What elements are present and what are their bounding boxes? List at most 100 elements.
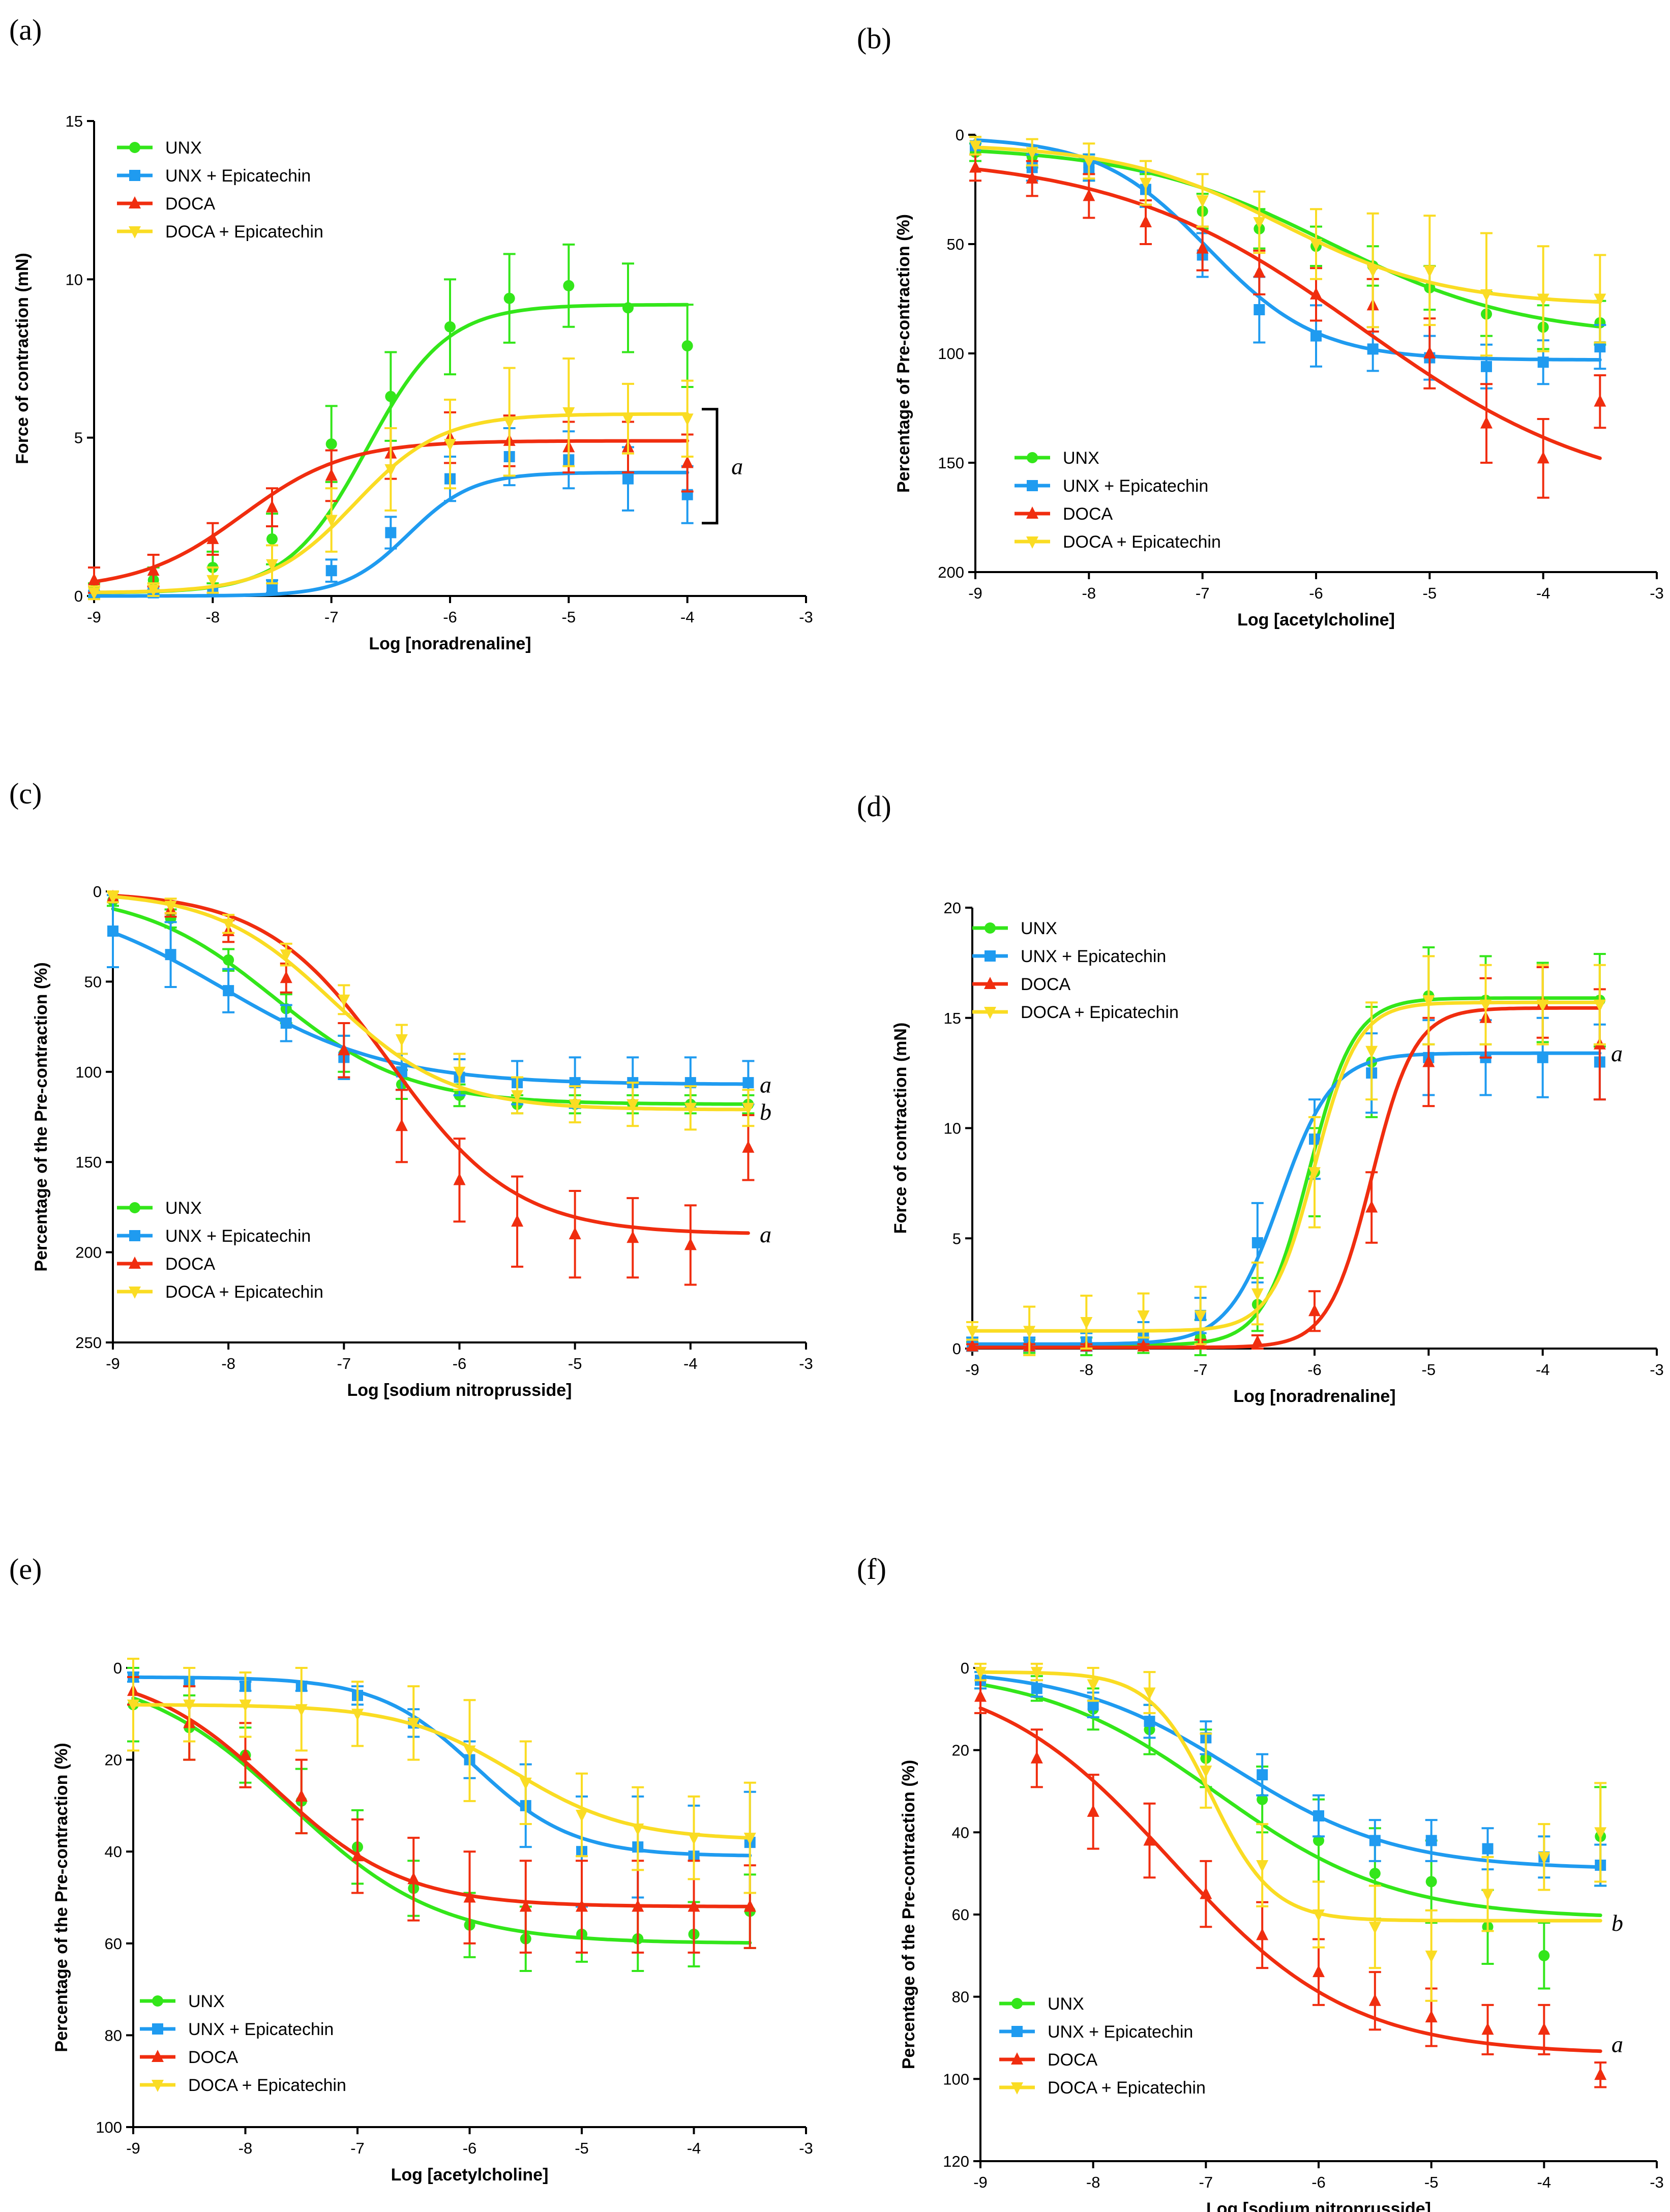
significance-label: a xyxy=(760,1221,771,1247)
data-point xyxy=(681,413,694,426)
y-tick-label: 20 xyxy=(105,1751,122,1769)
fit-curve xyxy=(973,138,1602,362)
data-point xyxy=(1422,1055,1435,1067)
data-point xyxy=(1538,1851,1550,1864)
y-tick-label: 40 xyxy=(952,1824,969,1841)
data-point xyxy=(295,1704,308,1717)
data-point xyxy=(1480,416,1493,429)
x-tick-label: -5 xyxy=(568,1355,582,1372)
data-point xyxy=(463,1890,476,1903)
x-tick-label: -4 xyxy=(687,2139,701,2157)
data-point xyxy=(632,1899,644,1912)
panel-label: (e) xyxy=(9,1552,42,1586)
x-tick-label: -9 xyxy=(973,2173,988,2191)
y-tick-label: 50 xyxy=(84,973,102,991)
legend: UNX UNX + Epicatechin DOCA DOCA + Epicatech… xyxy=(1015,449,1221,552)
data-point xyxy=(1143,1687,1156,1700)
data-point xyxy=(407,1718,420,1730)
y-tick-label: 50 xyxy=(947,235,964,253)
x-tick-label: -3 xyxy=(799,1355,813,1372)
legend-marker xyxy=(152,2023,163,2035)
x-tick-label: -6 xyxy=(453,1355,467,1372)
series-unx-epicatechin xyxy=(107,894,755,1109)
series-unx xyxy=(107,894,755,1115)
panel-d: (d) -9 -8 -7 -6 -5 -4 -3 0 5 10 15 20 Log [noradrenal… xyxy=(857,790,1664,1406)
data-point xyxy=(1479,999,1492,1012)
data-point xyxy=(1253,217,1266,229)
data-point xyxy=(1083,189,1095,201)
data-point xyxy=(1137,1339,1150,1352)
y-axis-label: Force of contraction (mN) xyxy=(891,1023,910,1234)
legend-marker xyxy=(152,2050,164,2062)
fit-curve xyxy=(970,1006,1602,1350)
panel-label: (b) xyxy=(857,22,891,55)
data-point xyxy=(684,1102,697,1115)
legend-marker xyxy=(1011,1998,1023,2009)
legend-marker xyxy=(1027,480,1038,491)
data-point xyxy=(1251,1237,1263,1248)
legend-label: DOCA xyxy=(188,2048,238,2067)
y-tick-label: 15 xyxy=(66,112,83,130)
legend-label: DOCA + Epicatechin xyxy=(1048,2078,1206,2098)
x-tick-label: -3 xyxy=(1650,2173,1664,2191)
data-point xyxy=(1482,1843,1494,1855)
significance-label: a xyxy=(731,454,743,480)
data-point xyxy=(969,160,981,173)
data-point xyxy=(1080,1317,1093,1329)
y-tick-label: 80 xyxy=(952,1988,969,2006)
significance-label: b xyxy=(1612,1910,1623,1936)
x-tick-label: -8 xyxy=(238,2139,253,2157)
legend-label: DOCA + Epicatechin xyxy=(165,222,323,242)
legend-label: UNX + Epicatechin xyxy=(1021,947,1166,966)
y-tick-label: 60 xyxy=(105,1935,122,1953)
y-tick-label: 150 xyxy=(938,454,964,472)
x-tick-label: -6 xyxy=(1311,2173,1326,2191)
data-point xyxy=(1594,394,1606,407)
fit-curve xyxy=(978,1682,1602,1917)
data-point xyxy=(266,500,278,513)
data-point xyxy=(742,1140,755,1153)
data-point xyxy=(1083,156,1095,168)
series-doca xyxy=(969,153,1606,499)
data-point xyxy=(622,473,634,485)
x-axis-label: Log [sodium nitroprusside] xyxy=(347,1381,572,1400)
x-tick-label: -7 xyxy=(1199,2173,1213,2191)
fit-curve xyxy=(131,1703,752,1840)
data-point xyxy=(1365,1045,1378,1058)
data-point xyxy=(1538,1950,1550,1961)
legend-marker xyxy=(984,977,996,989)
fit-curve xyxy=(111,931,750,1086)
data-point xyxy=(107,925,118,937)
panel-label: (f) xyxy=(857,1552,886,1586)
x-tick-label: -5 xyxy=(1422,1361,1436,1379)
data-point xyxy=(395,1119,408,1131)
data-point xyxy=(1423,265,1436,278)
significance-bracket xyxy=(702,408,719,525)
panel-e: (e) -9 -8 -7 -6 -5 -4 -3 0 20 40 60 80 100 Log [acetyl… xyxy=(9,1552,813,2185)
data-point xyxy=(1251,1288,1264,1301)
y-tick-label: 20 xyxy=(952,1742,969,1759)
fit-curve xyxy=(978,1670,1602,1923)
legend-label: DOCA + Epicatechin xyxy=(165,1282,323,1302)
data-point xyxy=(569,1099,581,1112)
legend-label: UNX xyxy=(1063,449,1099,468)
data-point xyxy=(742,1077,754,1089)
data-point xyxy=(280,971,292,983)
data-point xyxy=(1538,2022,1550,2035)
series-unx xyxy=(127,1667,756,1972)
data-point xyxy=(519,1899,532,1912)
data-point xyxy=(974,1667,987,1680)
data-point xyxy=(1594,293,1606,306)
data-point xyxy=(1087,1804,1099,1817)
legend-label: DOCA xyxy=(1048,2050,1098,2070)
series-unx-epicatechin xyxy=(969,136,1606,390)
legend-marker xyxy=(1026,506,1038,519)
x-tick-label: -7 xyxy=(1196,584,1210,602)
y-tick-label: 20 xyxy=(944,899,961,917)
y-axis-label: Percentage of the Pre-contraction (%) xyxy=(899,1760,918,2069)
data-point xyxy=(385,527,397,539)
data-point xyxy=(351,1709,364,1721)
data-point xyxy=(627,1099,639,1112)
y-tick-label: 80 xyxy=(105,2026,122,2044)
significance-label: a xyxy=(760,1072,771,1098)
